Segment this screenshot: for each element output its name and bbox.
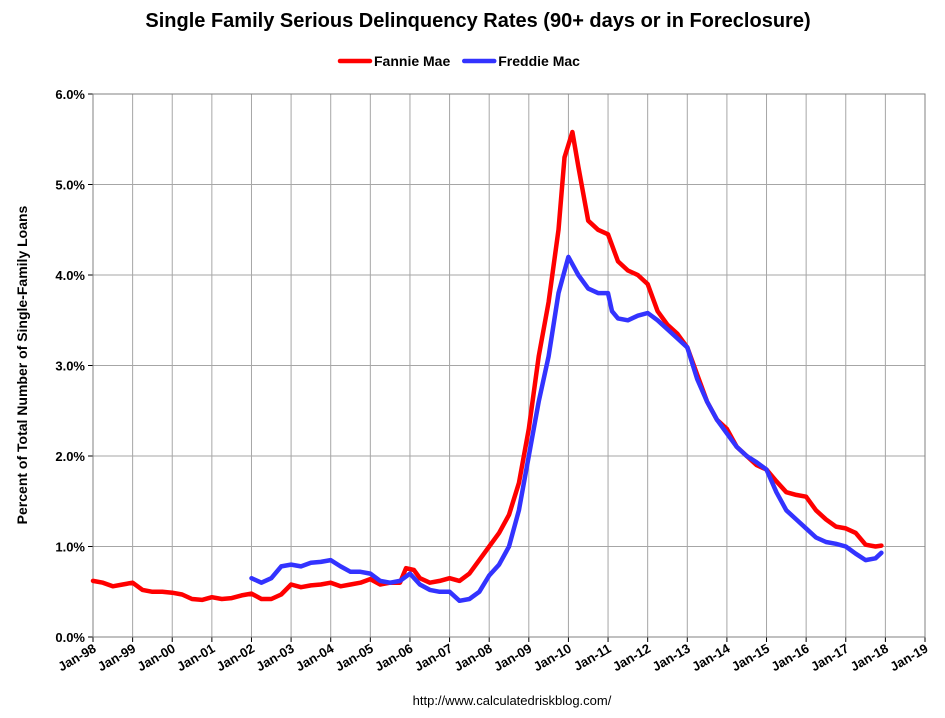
y-tick-label: 3.0% bbox=[55, 359, 85, 374]
x-tick-label: Jan-17 bbox=[808, 641, 851, 675]
x-tick-label: Jan-10 bbox=[531, 641, 574, 675]
x-tick-label: Jan-06 bbox=[372, 641, 415, 675]
x-tick-label: Jan-00 bbox=[135, 641, 178, 675]
legend-label: Fannie Mae bbox=[374, 53, 450, 69]
x-tick-label: Jan-99 bbox=[95, 641, 138, 675]
series-line bbox=[249, 254, 884, 604]
plot-border bbox=[92, 93, 926, 638]
source: http://www.calculatedriskblog.com/ bbox=[413, 693, 612, 708]
x-tick-label: Jan-19 bbox=[887, 641, 930, 675]
x-tick-label: Jan-04 bbox=[293, 640, 337, 674]
x-tick-label: Jan-07 bbox=[412, 641, 455, 675]
x-tick-label: Jan-16 bbox=[768, 641, 811, 675]
y-tick-label: 4.0% bbox=[55, 268, 85, 283]
x-tick-label: Jan-12 bbox=[610, 641, 653, 675]
y-tick-label: 6.0% bbox=[55, 87, 85, 102]
chart-title: Single Family Serious Delinquency Rates … bbox=[145, 10, 810, 32]
x-tick-label: Jan-09 bbox=[491, 641, 534, 675]
y-axis-label: Percent of Total Number of Single-Family… bbox=[14, 205, 30, 524]
x-tick-label: Jan-98 bbox=[55, 641, 98, 675]
y-tick-label: 5.0% bbox=[55, 178, 85, 193]
x-tick-label: Jan-14 bbox=[689, 640, 733, 674]
x-tick-label: Jan-15 bbox=[729, 641, 772, 675]
x-tick-label: Jan-03 bbox=[253, 641, 296, 675]
x-tick-label: Jan-02 bbox=[214, 641, 257, 675]
y-tick-label: 2.0% bbox=[55, 449, 85, 464]
x-tick-label: Jan-01 bbox=[174, 641, 217, 675]
x-tick-label: Jan-18 bbox=[848, 641, 891, 675]
y-tick-label: 1.0% bbox=[55, 540, 85, 555]
legend-label: Freddie Mac bbox=[498, 53, 580, 69]
x-tick-label: Jan-08 bbox=[452, 641, 495, 675]
x-tick-label: Jan-13 bbox=[650, 641, 693, 675]
x-tick-label: Jan-05 bbox=[333, 641, 376, 675]
y-tick-label: 0.0% bbox=[55, 630, 85, 645]
x-tick-label: Jan-11 bbox=[571, 641, 614, 674]
